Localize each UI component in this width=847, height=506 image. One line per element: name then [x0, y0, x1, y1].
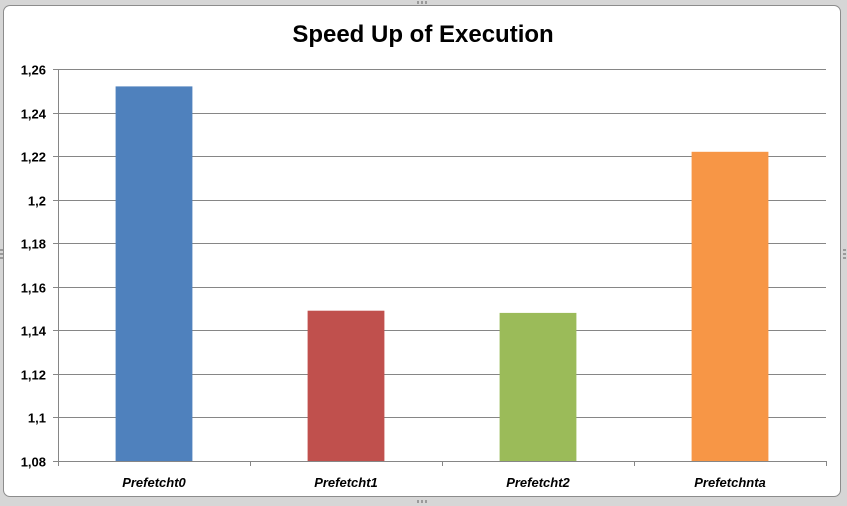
- y-tick-label: 1,24: [21, 107, 47, 122]
- y-tick-label: 1,26: [21, 63, 46, 78]
- resize-handle-right[interactable]: [843, 247, 846, 259]
- y-tick-label: 1,1: [28, 411, 46, 426]
- bar-prefetcht1: [307, 310, 385, 461]
- bar-prefetcht0: [115, 86, 193, 462]
- y-tick-label: 1,2: [28, 194, 46, 209]
- x-category-label: Prefetcht0: [122, 475, 186, 490]
- y-tick-label: 1,18: [21, 237, 46, 252]
- x-category-label: Prefetcht1: [314, 475, 378, 490]
- x-category-label: Prefetcht2: [506, 475, 570, 490]
- bar-prefetcht2: [499, 312, 577, 461]
- y-tick-label: 1,14: [21, 324, 47, 339]
- chart-title: Speed Up of Execution: [292, 21, 553, 48]
- y-tick-label: 1,16: [21, 281, 46, 296]
- axes: [58, 69, 827, 466]
- y-tick-label: 1,08: [21, 455, 46, 470]
- resize-handle-top[interactable]: [417, 1, 429, 4]
- resize-handle-left[interactable]: [0, 247, 3, 259]
- bar-prefetchnta: [691, 151, 769, 462]
- y-axis-tick-labels: 1,08 1,1 1,12 1,14 1,16 1,18 1,2 1,22 1,24 1,26: [21, 63, 47, 470]
- y-tick-label: 1,22: [21, 150, 46, 165]
- x-category-label: Prefetchnta: [694, 475, 766, 490]
- x-axis-category-labels: Prefetcht0 Prefetcht1 Prefetcht2 Prefetchnt…: [122, 475, 766, 490]
- bars: [115, 86, 769, 462]
- y-tick-label: 1,12: [21, 368, 46, 383]
- resize-handle-bottom[interactable]: [417, 500, 429, 503]
